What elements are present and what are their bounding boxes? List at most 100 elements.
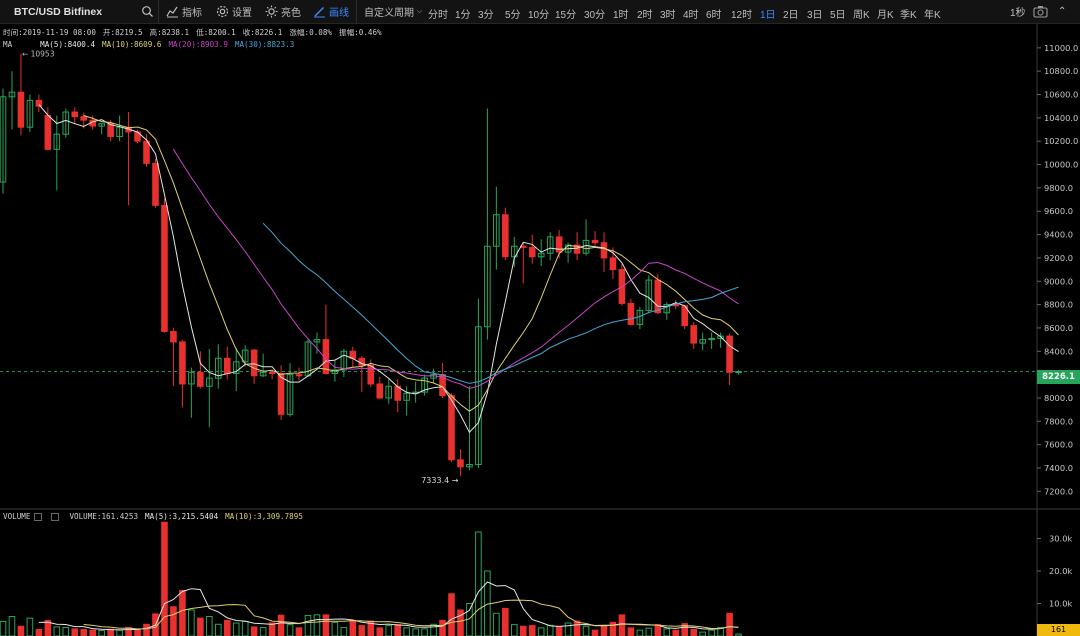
interval-17[interactable]: 周K [853, 10, 870, 21]
volume-bar [331, 621, 339, 636]
volume-bar [690, 629, 697, 636]
candle-body [555, 236, 563, 253]
volume-bar [116, 629, 123, 636]
price-tick-label: 10800.0 [1044, 66, 1078, 76]
search-button[interactable] [141, 5, 154, 18]
volume-bar [206, 616, 213, 636]
draw-button[interactable]: 画线 [313, 4, 349, 19]
toolbar: BTC/USD Bitfinex 指标 设置 亮色 画线 自定义周期 ⌵ 分时 1… [0, 0, 1080, 24]
candle-body [197, 371, 204, 387]
screenshot-button[interactable] [1033, 5, 1048, 18]
candle-body [484, 245, 491, 328]
custom-period-label: 自定义周期 [364, 8, 414, 19]
interval-18[interactable]: 月K [877, 10, 894, 21]
interval-16[interactable]: 5日 [830, 10, 846, 21]
volume-bar [457, 609, 464, 636]
volume-info: VOLUME VOLUME:161.4253 MA(5):3,215.5404 MA(… [3, 512, 310, 521]
price-tick-label: 9200.0 [1044, 253, 1073, 263]
volume-bar [475, 531, 482, 636]
candle-body [214, 357, 222, 379]
volume-ma10-line [83, 599, 739, 630]
candle-body [528, 246, 536, 258]
volume-bar [627, 627, 635, 636]
volume-value: VOLUME:161.4253 [69, 512, 139, 521]
ohlc-amplitude: 振幅:0.46% [338, 28, 382, 37]
ohlc-high: 高:8238.1 [149, 28, 190, 37]
interval-9[interactable]: 3时 [660, 10, 676, 21]
interval-1[interactable]: 1分 [455, 10, 471, 21]
pen-icon [313, 5, 326, 18]
refresh-rate[interactable]: 1秒 [1010, 4, 1026, 19]
interval-13[interactable]: 1日 [760, 10, 776, 21]
volume-bar [313, 614, 321, 636]
volume-bar [89, 629, 97, 636]
interval-14[interactable]: 2日 [783, 10, 799, 21]
candle-body [170, 330, 177, 343]
ohlc-info: 时间:2019-11-19 08:00 开:8219.5 高:8238.1 低:820… [3, 27, 389, 38]
volume-tick-label: 20.0k [1049, 566, 1072, 576]
price-tick-label: 9000.0 [1044, 276, 1073, 286]
interval-3[interactable]: 5分 [505, 10, 521, 21]
ma5-line [38, 104, 739, 434]
volume-label: VOLUME [3, 512, 31, 521]
interval-7[interactable]: 1时 [613, 10, 629, 21]
volume-bar [699, 631, 706, 636]
ma-label: MA [3, 40, 13, 49]
interval-15[interactable]: 3日 [807, 10, 823, 21]
interval-11[interactable]: 6时 [706, 10, 722, 21]
ma5-value: MA(5):8400.4 [40, 40, 96, 49]
candle-body [609, 257, 617, 271]
custom-period-dropdown[interactable]: 自定义周期 ⌵ [364, 4, 422, 20]
interval-0[interactable]: 分时 [428, 10, 448, 21]
volume-bar [537, 627, 545, 636]
indicators-button[interactable]: 指标 [166, 4, 202, 19]
ma10-value: MA(10):8609.6 [102, 40, 162, 49]
volume-bar [277, 614, 285, 636]
indicators-label: 指标 [182, 8, 202, 19]
symbol-title[interactable]: BTC/USD Bitfinex [14, 5, 103, 18]
volume-close-box[interactable] [51, 513, 60, 521]
volume-bar [170, 606, 177, 636]
volume-bar [564, 622, 572, 636]
interval-20[interactable]: 年K [924, 10, 941, 21]
candle-body [286, 374, 294, 415]
candle-body [53, 133, 61, 150]
ohlc-time: 时间:2019-11-19 08:00 [3, 28, 96, 37]
camera-icon [1033, 5, 1048, 18]
candlestick-chart[interactable]: 11000.0 10800.0 10600.0 10400.0 10200.0 10000… [0, 24, 1080, 636]
volume-bar [17, 625, 25, 636]
interval-6[interactable]: 30分 [584, 10, 606, 21]
volume-bar [708, 629, 715, 636]
volume-settings-box[interactable] [34, 513, 43, 521]
volume-bar [71, 628, 79, 636]
interval-5[interactable]: 15分 [555, 10, 577, 21]
candle-body [600, 242, 608, 259]
interval-2[interactable]: 3分 [478, 10, 494, 21]
volume-bar [143, 623, 150, 636]
ohlc-open: 开:8219.5 [102, 28, 143, 37]
candle-body [250, 349, 258, 377]
interval-8[interactable]: 2时 [637, 10, 653, 21]
interval-10[interactable]: 4时 [683, 10, 699, 21]
candle-body [403, 392, 410, 401]
interval-4[interactable]: 10分 [528, 10, 550, 21]
candle-body [161, 204, 168, 332]
interval-12[interactable]: 12时 [731, 10, 753, 21]
candle-body [107, 123, 114, 138]
volume-bar [681, 623, 689, 636]
candle-body [268, 371, 276, 374]
candle-body [448, 395, 455, 461]
theme-button[interactable]: 亮色 [265, 4, 301, 19]
volume-bar [340, 627, 348, 636]
candle-body [80, 116, 88, 121]
candle-body [627, 302, 635, 325]
settings-button[interactable]: 设置 [216, 4, 252, 19]
volume-bar [591, 629, 599, 636]
price-tick-label: 9600.0 [1044, 206, 1073, 216]
interval-19[interactable]: 季K [900, 10, 917, 21]
volume-bar [80, 629, 88, 636]
volume-bar [134, 629, 141, 636]
candle-body [367, 364, 375, 385]
collapse-button[interactable]: ⌃ [1058, 6, 1066, 17]
candle-body [277, 372, 285, 415]
